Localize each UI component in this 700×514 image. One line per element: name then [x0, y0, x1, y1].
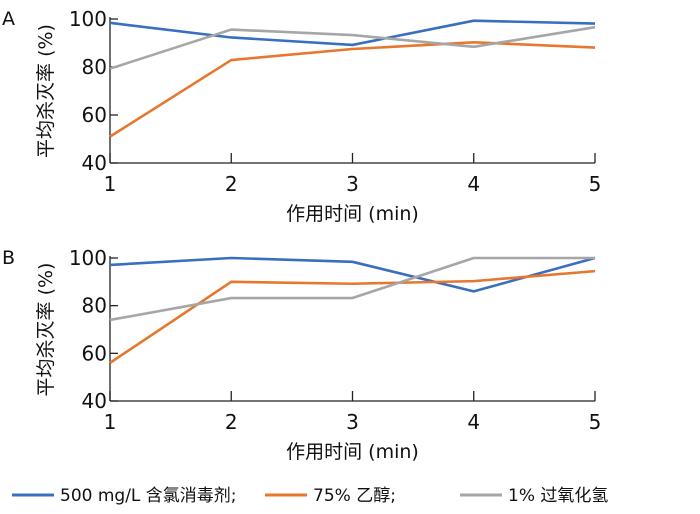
legend-label: 500 mg/L 含氯消毒剂;	[60, 486, 237, 506]
legend-item: 1% 过氧化氢	[460, 486, 608, 506]
legend-label: 1% 过氧化氢	[508, 486, 608, 506]
panel-A: A 40 60 80 100 1 2 3 4 5 作用时间 (min) 平均杀灭率 (%)	[2, 7, 601, 225]
y-tick-label: 100	[69, 7, 107, 31]
panel-label: B	[2, 247, 15, 269]
legend-item: 75% 乙醇;	[265, 486, 396, 506]
x-tick-label: 2	[225, 172, 238, 196]
y-tick-label: 80	[82, 294, 107, 318]
x-tick-label: 1	[104, 172, 117, 196]
series-line-2	[109, 25, 596, 70]
x-tick-label: 2	[225, 410, 238, 434]
series-line-0	[109, 19, 596, 47]
x-tick-label: 3	[346, 410, 359, 434]
series-line-2	[109, 256, 595, 322]
x-tick-label: 5	[589, 410, 602, 434]
y-axis-label: 平均杀灭率 (%)	[35, 263, 57, 397]
y-tick-label: 60	[82, 103, 107, 127]
y-tick-label: 40	[82, 151, 107, 175]
series-line-1	[109, 40, 596, 138]
y-tick-label: 40	[82, 389, 107, 413]
x-tick-label: 4	[467, 410, 480, 434]
series-line-0	[109, 256, 596, 293]
x-tick-label: 4	[467, 172, 480, 196]
panel-B: B 40 60 80 100 1 2 3 4 5 作用时间 (min) 平均杀灭率 (%)	[2, 246, 601, 463]
x-tick-label: 1	[104, 410, 117, 434]
legend-label: 75% 乙醇;	[313, 486, 396, 506]
panel-label: A	[2, 8, 15, 30]
x-tick-label: 5	[589, 172, 602, 196]
x-tick-label: 3	[346, 172, 359, 196]
legend-item: 500 mg/L 含氯消毒剂;	[12, 486, 237, 506]
x-axis-label: 作用时间 (min)	[286, 441, 419, 463]
x-axis-label: 作用时间 (min)	[286, 203, 419, 225]
y-tick-label: 100	[69, 246, 107, 270]
y-tick-label: 60	[82, 341, 107, 365]
y-tick-label: 80	[82, 55, 107, 79]
series-line-1	[109, 269, 596, 364]
legend: 500 mg/L 含氯消毒剂; 75% 乙醇; 1% 过氧化氢	[12, 486, 608, 506]
y-axis-label: 平均杀灭率 (%)	[35, 24, 57, 158]
